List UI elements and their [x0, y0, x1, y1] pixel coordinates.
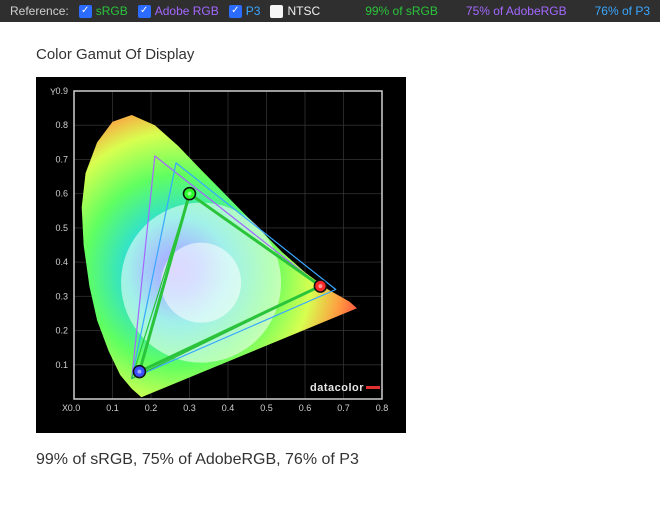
svg-text:0.7: 0.7 — [337, 403, 350, 413]
svg-text:0.2: 0.2 — [55, 326, 68, 336]
ref-toggle-adobe-rgb[interactable]: ✓ Adobe RGB — [138, 4, 219, 18]
svg-text:0.6: 0.6 — [55, 189, 68, 199]
svg-text:0.2: 0.2 — [145, 403, 158, 413]
coverage-stats: 99% of sRGB 75% of AdobeRGB 76% of P3 — [365, 4, 650, 18]
coverage-stat: 99% of sRGB — [365, 4, 438, 18]
svg-text:0.7: 0.7 — [55, 154, 68, 164]
chart-caption: 99% of sRGB, 75% of AdobeRGB, 76% of P3 — [36, 451, 624, 469]
svg-text:datacolor: datacolor — [310, 382, 364, 394]
ref-toggle-srgb[interactable]: ✓ sRGB — [79, 4, 128, 18]
svg-text:0.9: 0.9 — [55, 86, 68, 96]
svg-text:Y: Y — [50, 87, 56, 97]
ref-toggle-label: P3 — [246, 4, 261, 18]
checkbox-icon[interactable] — [270, 5, 283, 18]
reference-label: Reference: — [10, 4, 69, 18]
chromaticity-chart: 0.0 0.1 0.2 0.3 0.4 0.5 0.6 0.7 0.8 0.1 0.2 0.3 0.4 0… — [36, 77, 406, 433]
svg-text:0.1: 0.1 — [55, 360, 68, 370]
content-area: Color Gamut Of Display 0.00.10.20.30.40.… — [0, 22, 660, 481]
svg-text:0.4: 0.4 — [55, 257, 68, 267]
svg-text:0.4: 0.4 — [222, 403, 235, 413]
svg-text:0.5: 0.5 — [55, 223, 68, 233]
coverage-stat: 76% of P3 — [595, 4, 650, 18]
page-title: Color Gamut Of Display — [36, 46, 624, 63]
svg-text:0.3: 0.3 — [55, 291, 68, 301]
checkbox-icon[interactable]: ✓ — [229, 5, 242, 18]
ref-toggle-ntsc[interactable]: NTSC — [270, 4, 320, 18]
svg-text:0.1: 0.1 — [106, 403, 119, 413]
svg-text:0.6: 0.6 — [299, 403, 312, 413]
svg-text:0.8: 0.8 — [376, 403, 389, 413]
ref-toggle-label: NTSC — [287, 4, 320, 18]
ref-toggle-p3[interactable]: ✓ P3 — [229, 4, 261, 18]
reference-toolbar: Reference: ✓ sRGB ✓ Adobe RGB ✓ P3 NTSC 99% of … — [0, 0, 660, 22]
svg-text:0.5: 0.5 — [260, 403, 273, 413]
svg-text:X: X — [62, 403, 68, 413]
chart-svg: 0.0 0.1 0.2 0.3 0.4 0.5 0.6 0.7 0.8 0.1 0.2 0.3 0.4 0… — [42, 83, 400, 423]
checkbox-icon[interactable]: ✓ — [79, 5, 92, 18]
svg-text:0.0: 0.0 — [68, 403, 81, 413]
svg-text:0.3: 0.3 — [183, 403, 196, 413]
ref-toggle-label: Adobe RGB — [155, 4, 219, 18]
checkbox-icon[interactable]: ✓ — [138, 5, 151, 18]
coverage-stat: 75% of AdobeRGB — [466, 4, 567, 18]
svg-text:0.8: 0.8 — [55, 120, 68, 130]
ref-toggle-label: sRGB — [96, 4, 128, 18]
